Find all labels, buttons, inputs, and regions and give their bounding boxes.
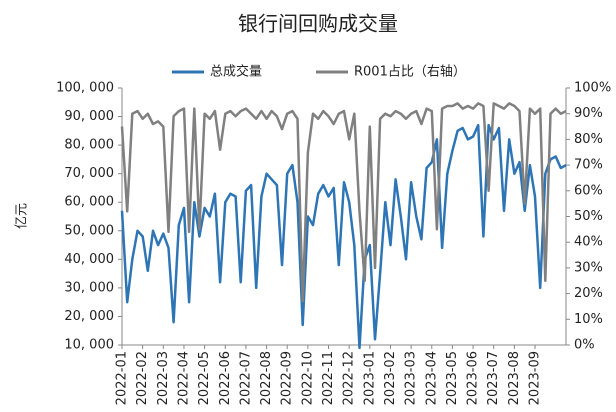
x-tick-label: 2022-03: [156, 351, 171, 405]
x-tick-label: 2023-01: [362, 351, 377, 405]
x-tick-label: 2022-11: [321, 351, 336, 405]
x-tick-label: 2022-01: [115, 351, 130, 405]
chart-title: 银行间回购成交量: [238, 12, 398, 36]
x-tick-label: 2023-08: [507, 351, 522, 405]
y2-tick-label: 50%: [574, 209, 603, 224]
y2-tick-label: 100%: [574, 81, 611, 96]
x-tick-label: 2023-09: [528, 351, 543, 405]
y2-tick-label: 80%: [574, 132, 603, 147]
y-tick-label: 40, 000: [64, 252, 114, 267]
legend-label: R001占比（右轴）: [354, 65, 466, 80]
x-tick-label: 2022-08: [259, 351, 274, 405]
x-tick-label: 2022-02: [135, 351, 150, 405]
y2-tick-label: 60%: [574, 183, 603, 198]
y-tick-label: 70, 000: [64, 166, 114, 181]
y2-tick-label: 40%: [574, 235, 603, 250]
x-tick-label: 2023-03: [404, 351, 419, 405]
series-line: [120, 102, 567, 303]
x-tick-label: 2022-04: [176, 351, 191, 405]
y2-tick-label: 0%: [574, 338, 595, 353]
y2-tick-label: 70%: [574, 158, 603, 173]
y-tick-label: 80, 000: [64, 138, 114, 153]
y-tick-label: 30, 000: [64, 280, 114, 295]
x-tick-label: 2023-05: [445, 351, 460, 405]
y-tick-label: 50, 000: [64, 223, 114, 238]
x-tick-label: 2022-06: [218, 351, 233, 405]
x-tick-label: 2023-04: [424, 351, 439, 405]
y2-tick-label: 20%: [574, 286, 603, 301]
x-tick-label: 2023-06: [466, 351, 481, 405]
y2-tick-label: 90%: [574, 106, 603, 121]
y-tick-label: 100, 000: [56, 81, 114, 96]
y-tick-label: 10, 000: [64, 338, 114, 353]
y2-tick-label: 30%: [574, 260, 603, 275]
legend-label: 总成交量: [210, 64, 262, 80]
x-tick-label: 2022-09: [280, 351, 295, 405]
x-tick-label: 2022-12: [342, 351, 357, 405]
x-tick-label: 2022-10: [300, 351, 315, 405]
x-tick-label: 2022-07: [238, 351, 253, 405]
x-tick-label: 2022-05: [197, 351, 212, 405]
y-axis-label: 亿元: [15, 203, 30, 229]
x-tick-label: 2023-02: [383, 351, 398, 405]
y-tick-label: 20, 000: [64, 309, 114, 324]
series-line: [120, 123, 567, 350]
y-tick-label: 90, 000: [64, 109, 114, 124]
y2-tick-label: 10%: [574, 312, 603, 327]
x-tick-label: 2023-07: [486, 351, 501, 405]
y-tick-label: 60, 000: [64, 195, 114, 210]
